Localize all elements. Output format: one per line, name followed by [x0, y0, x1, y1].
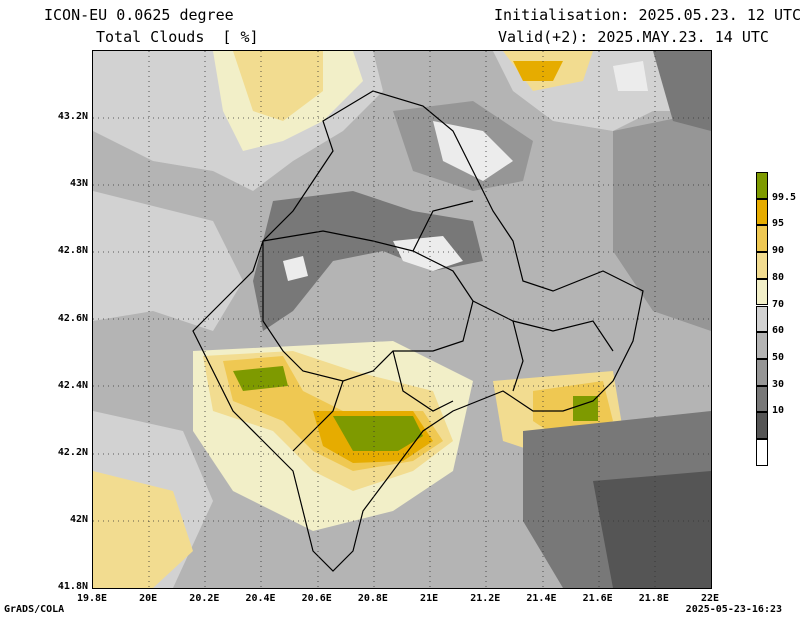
- y-tick-label: 41.8N: [57, 581, 88, 592]
- colorbar-segment: [756, 385, 768, 413]
- x-tick-label: 21.6E: [582, 593, 613, 604]
- map-frame: [92, 50, 712, 589]
- y-tick-label: 43N: [69, 178, 88, 190]
- colorbar-segment: [756, 172, 768, 199]
- graticule: [93, 51, 711, 588]
- variable-title: Total Clouds [ %]: [96, 28, 259, 46]
- credit-label: GrADS/COLA: [4, 604, 65, 615]
- valid-time: Valid(+2): 2025.MAY.23. 14 UTC: [498, 28, 769, 46]
- colorbar-label: 95: [772, 218, 785, 230]
- colorbar-segment: [756, 305, 768, 333]
- colorbar-label: 60: [772, 325, 785, 337]
- y-tick-label: 42.2N: [57, 446, 88, 458]
- model-title: ICON-EU 0.0625 degree: [44, 6, 234, 24]
- cloud-map: [93, 51, 711, 588]
- timestamp-label: 2025-05-23-16:23: [685, 604, 782, 615]
- y-tick-label: 42.6N: [57, 312, 88, 324]
- colorbar-segment: [756, 198, 768, 226]
- colorbar-label: 80: [772, 271, 785, 283]
- colorbar-label: 50: [772, 351, 785, 363]
- colorbar-segment: [756, 225, 768, 253]
- colorbar-segment: [756, 412, 768, 439]
- colorbar: [756, 172, 770, 466]
- init-time: Initialisation: 2025.05.23. 12 UTC: [494, 6, 800, 24]
- colorbar-label: 30: [772, 378, 785, 390]
- x-tick-label: 21.4E: [526, 593, 557, 604]
- colorbar-label: 90: [772, 245, 785, 257]
- x-tick-label: 21.2E: [470, 593, 501, 604]
- colorbar-label: 99.5: [772, 191, 797, 203]
- x-tick-label: 20.2E: [189, 593, 220, 604]
- colorbar-segment: [756, 252, 768, 279]
- x-tick-label: 20.8E: [357, 593, 388, 604]
- x-tick-label: 22E: [700, 593, 720, 604]
- y-tick-label: 42.4N: [57, 379, 88, 391]
- colorbar-label: 70: [772, 298, 785, 310]
- x-tick-label: 20E: [139, 593, 158, 604]
- colorbar-segment: [756, 439, 768, 466]
- x-tick-label: 20.6E: [301, 593, 332, 604]
- colorbar-segment: [756, 278, 768, 306]
- x-tick-label: 19.8E: [76, 593, 108, 604]
- colorbar-segment: [756, 358, 768, 386]
- colorbar-label: 10: [772, 405, 785, 417]
- y-tick-label: 42.8N: [57, 245, 88, 257]
- colorbar-segment: [756, 332, 768, 359]
- x-tick-label: 21E: [420, 593, 439, 604]
- y-tick-label: 42N: [69, 513, 88, 525]
- x-tick-label: 21.8E: [638, 593, 669, 604]
- x-tick-label: 20.4E: [245, 593, 276, 604]
- y-tick-label: 43.2N: [57, 111, 88, 123]
